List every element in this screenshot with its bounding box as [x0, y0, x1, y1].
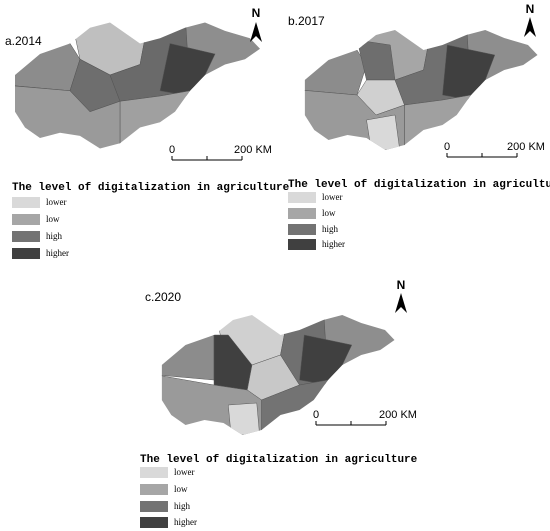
legend-item: higher [46, 248, 69, 258]
legend-swatch [12, 197, 40, 208]
legend-swatch [288, 192, 316, 203]
map [15, 22, 260, 149]
north-label: N [526, 2, 535, 16]
scale-start: 0 [444, 141, 450, 153]
legend-item: high [322, 224, 339, 234]
panel: c.2020 N 0 200 KM The level of digitaliz… [140, 278, 418, 528]
scale-start: 0 [169, 144, 175, 156]
legend-item: low [322, 208, 336, 218]
region [227, 402, 260, 435]
panel-label: c.2020 [145, 290, 181, 304]
north-label: N [252, 6, 261, 20]
north-arrow [395, 293, 407, 313]
region [442, 44, 496, 101]
legend-item: high [174, 501, 191, 511]
legend-swatch [288, 224, 316, 235]
region [15, 43, 81, 92]
legend-swatch [12, 231, 40, 242]
legend-item: high [46, 231, 63, 241]
panel-label: a.2014 [5, 34, 42, 48]
legend-title: The level of digitalization in agricultu… [288, 179, 550, 191]
scale-end: 200 KM [234, 144, 272, 156]
legend-swatch [288, 239, 316, 250]
legend-swatch [12, 248, 40, 259]
panel: a.2014 N 0 200 KM The level of digitaliz… [5, 6, 290, 259]
legend-item: lower [46, 197, 67, 207]
legend-item: lower [322, 192, 343, 202]
scale-end: 200 KM [379, 409, 417, 421]
panel: b.2017 N 0 200 KM The level of digitaliz… [288, 2, 550, 250]
scale-start: 0 [313, 409, 319, 421]
panel-label: b.2017 [288, 14, 325, 28]
region [366, 114, 401, 150]
north-arrow [250, 22, 262, 42]
legend-swatch [12, 214, 40, 225]
map [304, 30, 538, 150]
legend-item: low [174, 484, 188, 494]
map [161, 315, 395, 435]
region [161, 334, 215, 381]
legend-swatch [140, 467, 168, 478]
region [119, 90, 191, 149]
north-label: N [397, 278, 406, 292]
legend-item: higher [322, 239, 345, 249]
legend-item: lower [174, 467, 195, 477]
legend-swatch [140, 501, 168, 512]
legend-item: higher [174, 517, 197, 527]
region [404, 94, 472, 150]
north-arrow [524, 17, 536, 37]
legend-title: The level of digitalization in agricultu… [140, 454, 418, 466]
legend-swatch [288, 208, 316, 219]
legend-swatch [140, 484, 168, 495]
region [304, 49, 367, 96]
legend-swatch [140, 517, 168, 528]
scale-end: 200 KM [507, 141, 545, 153]
legend-item: low [46, 214, 60, 224]
legend-title: The level of digitalization in agricultu… [12, 182, 290, 194]
